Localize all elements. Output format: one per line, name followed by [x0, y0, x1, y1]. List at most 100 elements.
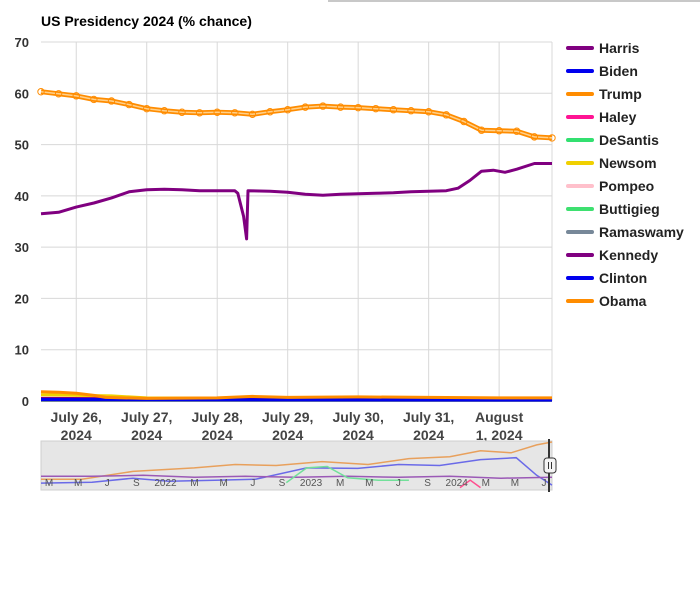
navigator-series	[459, 479, 481, 489]
legend-swatch	[566, 69, 594, 73]
navigator-label: M	[482, 478, 490, 489]
navigator-series	[40, 456, 553, 486]
navigator-series	[285, 465, 409, 484]
series-point-trump	[354, 103, 362, 112]
top-divider	[328, 0, 700, 2]
navigator-label: M	[365, 478, 373, 489]
navigator-label: 2024	[446, 478, 469, 489]
series-point-trump	[125, 100, 133, 109]
y-tick-label: 40	[15, 189, 29, 204]
series-line-obama	[40, 390, 552, 400]
x-tick-label: 2024	[61, 427, 92, 443]
navigator-label: J	[542, 478, 547, 489]
navigator-label: M	[190, 478, 198, 489]
series-point-trump	[37, 88, 45, 96]
x-tick-label: 2024	[413, 427, 444, 443]
legend-label: Clinton	[599, 270, 648, 286]
legend-label: Kennedy	[599, 247, 659, 263]
navigator-label: M	[220, 478, 228, 489]
range-navigator[interactable]: M M J S 2022 M M J S 2023 M M J S 2024 M M J	[40, 439, 557, 492]
series-point-trump	[336, 103, 345, 111]
navigator-series	[41, 441, 553, 480]
series-point-trump	[72, 92, 80, 100]
legend-label: Biden	[599, 63, 638, 79]
series-point-trump	[90, 95, 98, 104]
legend-swatch	[566, 230, 594, 234]
series-point-trump	[301, 103, 310, 111]
series-point-trump	[231, 109, 239, 117]
legend-swatch	[566, 207, 594, 211]
legend-swatch	[566, 46, 594, 50]
y-tick-label: 70	[15, 35, 29, 50]
legend-label: Obama	[599, 293, 647, 309]
navigator-series	[41, 474, 553, 479]
legend-label: Harris	[599, 40, 640, 56]
x-tick-label: August	[475, 409, 524, 425]
x-tick-label: July 26,	[51, 409, 102, 425]
navigator-label: M	[45, 478, 53, 489]
legend-label: Haley	[599, 109, 637, 125]
x-tick-label: July 30,	[332, 409, 383, 425]
legend-swatch	[566, 115, 594, 119]
y-tick-label: 0	[22, 394, 29, 409]
navigator-label: J	[250, 478, 255, 489]
x-tick-label: 2024	[343, 427, 374, 443]
y-tick-label: 20	[15, 291, 29, 306]
series-point-trump	[372, 104, 380, 113]
x-tick-label: July 27,	[121, 409, 172, 425]
legend-label: Pompeo	[599, 178, 655, 194]
series-point-trump	[195, 109, 204, 117]
navigator-label: J	[396, 478, 401, 489]
legend-swatch	[566, 138, 594, 142]
series-point-trump	[178, 108, 186, 116]
navigator-label: M	[74, 478, 82, 489]
legend-label: Ramaswamy	[599, 224, 684, 240]
legend-swatch	[566, 276, 594, 280]
navigator-label: S	[133, 478, 140, 489]
legend-swatch	[566, 184, 594, 188]
series-point-trump	[530, 133, 539, 141]
navigator-handle[interactable]	[543, 457, 557, 474]
series-point-trump	[160, 107, 169, 115]
series-line-trump-inner	[40, 90, 553, 139]
navigator-background[interactable]	[40, 440, 553, 491]
series-point-trump	[424, 108, 433, 116]
navigator-label: 2022	[154, 478, 177, 489]
series-point-trump	[213, 108, 221, 116]
series-point-trump	[442, 111, 450, 119]
x-tick-label: July 31,	[403, 409, 454, 425]
legend-label: Trump	[599, 86, 642, 102]
series-point-trump	[54, 90, 63, 98]
legend-label: DeSantis	[599, 132, 659, 148]
navigator-label: S	[279, 478, 286, 489]
navigator-label: J	[105, 478, 110, 489]
navigator-label: M	[336, 478, 344, 489]
series-point-trump	[266, 108, 274, 116]
series-point-trump	[513, 127, 521, 135]
series-point-trump	[107, 97, 116, 105]
y-tick-label: 60	[15, 86, 29, 101]
series-point-trump	[477, 126, 486, 134]
series-point-trump	[319, 102, 327, 110]
series-point-trump	[389, 105, 398, 114]
series-line-trump	[40, 89, 553, 141]
x-tick-label: July 29,	[262, 409, 313, 425]
legend-label: Buttigieg	[599, 201, 660, 217]
axis-ticks: 0 10 20 30 40 50 60 70 July 26, 2024 July 27, 2024 J…	[15, 35, 524, 443]
legend-label: Newsom	[599, 155, 657, 171]
legend-swatch	[566, 92, 594, 96]
legend-swatch	[566, 253, 594, 257]
x-tick-label: 2024	[131, 427, 162, 443]
series-point-trump	[548, 134, 556, 142]
series-point-trump	[460, 117, 468, 126]
series-point-trump	[407, 107, 415, 115]
series-point-trump	[248, 110, 257, 119]
series-lines	[37, 88, 556, 402]
grid	[41, 41, 553, 402]
y-tick-label: 50	[15, 138, 29, 153]
legend-swatch	[566, 299, 594, 303]
navigator-label: S	[424, 478, 431, 489]
series-point-trump	[143, 104, 151, 113]
